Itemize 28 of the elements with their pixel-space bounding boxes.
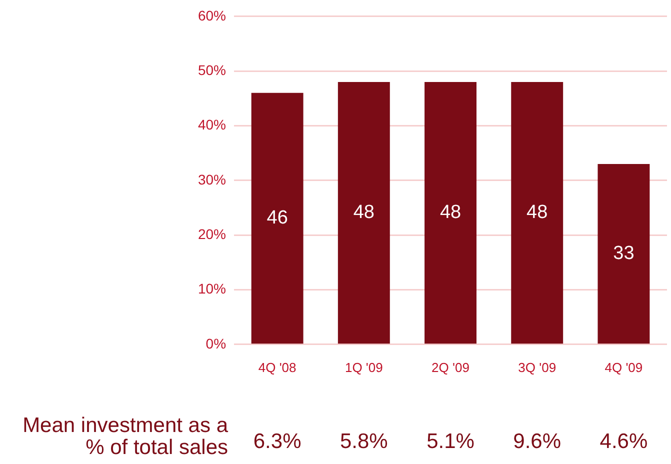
data-label: 48 — [353, 202, 374, 224]
y-tick-label: 30% — [198, 171, 226, 188]
y-tick-label: 10% — [198, 280, 226, 297]
data-label: 46 — [266, 208, 288, 229]
bar — [338, 82, 390, 344]
bar — [424, 82, 476, 344]
text: 4.6% — [600, 430, 648, 453]
text: 6.3% — [253, 430, 302, 453]
data-label: 33 — [613, 243, 634, 264]
bar — [251, 92, 304, 344]
x-tick-label: 2Q '09 — [432, 360, 470, 375]
x-tick-label: 3Q '09 — [518, 360, 556, 375]
bar — [511, 82, 564, 344]
bar — [598, 164, 650, 344]
data-label: 48 — [526, 202, 548, 224]
y-tick-label: 50% — [198, 62, 226, 78]
text: 5.1% — [426, 430, 474, 453]
data-label: 48 — [440, 202, 462, 224]
text: Mean investment as a % of total sales — [22, 414, 228, 459]
text: 5.8% — [340, 430, 388, 453]
y-tick-label: 40% — [198, 116, 226, 133]
x-tick-label: 4Q '09 — [604, 360, 643, 375]
text: 9.6% — [513, 430, 562, 453]
y-tick-label: 0% — [206, 335, 226, 352]
x-tick-label: 4Q '08 — [258, 360, 296, 375]
x-tick-label: 1Q '09 — [344, 360, 383, 375]
y-tick-label: 60% — [198, 7, 226, 24]
y-tick-label: 20% — [198, 226, 226, 242]
